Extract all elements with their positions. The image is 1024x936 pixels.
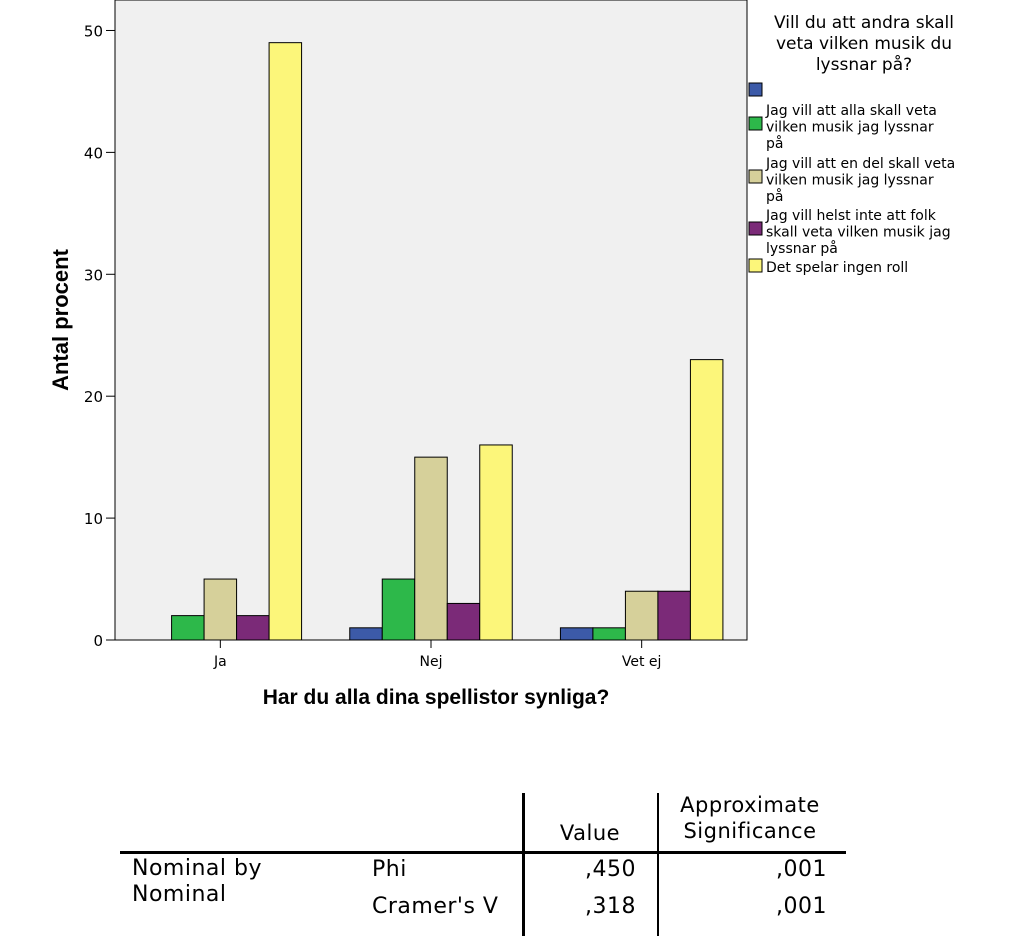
table-divider-left xyxy=(522,793,525,936)
bar xyxy=(479,444,513,641)
bar-chart: 0 10 20 30 40 50 Ja Nej Vet ej Antal procent Ha… xyxy=(48,0,955,709)
y-tick-label: 0 xyxy=(93,632,103,650)
bar xyxy=(381,578,416,641)
x-axis-label: Har du alla dina spellistor synliga? xyxy=(263,686,610,709)
measure-cramers-v: Cramer's V xyxy=(372,894,499,919)
header-approximate: Approximate xyxy=(680,793,820,817)
sig-phi: ,001 xyxy=(776,857,827,882)
legend-title: Vill du att andra skall xyxy=(774,13,954,33)
bars-group xyxy=(171,42,724,641)
y-tick-label: 50 xyxy=(84,22,103,40)
legend-title: veta vilken musik du xyxy=(776,34,952,54)
y-tick-label: 40 xyxy=(84,144,103,162)
legend-label: skall veta vilken musik jag xyxy=(766,225,951,241)
bar xyxy=(624,590,659,641)
legend-label: Jag vill att alla skall veta xyxy=(765,103,937,119)
bar xyxy=(689,359,724,641)
row-group-label-line1: Nominal by xyxy=(132,856,262,881)
bar xyxy=(349,627,383,641)
bar xyxy=(414,456,448,641)
y-axis: 0 10 20 30 40 50 xyxy=(84,22,115,650)
legend-title: lyssnar på? xyxy=(816,54,912,75)
bar xyxy=(268,42,303,641)
header-significance: Significance xyxy=(683,819,817,843)
legend-label: på xyxy=(766,188,783,205)
x-tick-label: Ja xyxy=(213,654,227,670)
legend-swatch xyxy=(748,258,763,273)
sig-cramers-v: ,001 xyxy=(776,894,827,919)
bar xyxy=(203,578,238,641)
y-axis-label: Antal procent xyxy=(48,248,73,390)
legend-label: på xyxy=(766,135,783,152)
y-tick-label: 20 xyxy=(84,388,103,406)
table-divider-right xyxy=(657,793,659,936)
header-value: Value xyxy=(559,821,621,845)
bar xyxy=(592,627,626,641)
measure-phi: Phi xyxy=(372,857,407,882)
x-axis: Ja Nej Vet ej xyxy=(213,640,661,670)
table-header-rule xyxy=(120,851,846,854)
value-phi: ,450 xyxy=(585,857,636,882)
x-tick-label: Nej xyxy=(420,654,443,670)
legend-swatch xyxy=(748,82,763,97)
legend-label: vilken musik jag lyssnar xyxy=(766,120,934,136)
legend-label: vilken musik jag lyssnar xyxy=(766,173,934,189)
y-tick-label: 30 xyxy=(84,266,103,284)
bar xyxy=(446,602,481,641)
y-tick-label: 10 xyxy=(84,510,103,528)
legend-label: Jag vill helst inte att folk xyxy=(765,208,937,224)
legend-label: Det spelar ingen roll xyxy=(766,260,908,276)
legend-label: lyssnar på xyxy=(766,240,838,257)
bar xyxy=(236,615,270,641)
legend-swatch xyxy=(748,116,763,131)
bar xyxy=(171,615,205,641)
value-cramers-v: ,318 xyxy=(585,894,636,919)
legend-swatch xyxy=(748,221,763,236)
bar xyxy=(559,627,594,641)
statistics-table: Value Approximate Significance Nominal b… xyxy=(120,790,846,936)
legend-label: Jag vill att en del skall veta xyxy=(765,156,955,172)
legend-swatch xyxy=(748,169,763,184)
x-tick-label: Vet ej xyxy=(622,654,662,670)
row-group-label-line2: Nominal xyxy=(132,882,227,907)
bar xyxy=(657,590,691,641)
